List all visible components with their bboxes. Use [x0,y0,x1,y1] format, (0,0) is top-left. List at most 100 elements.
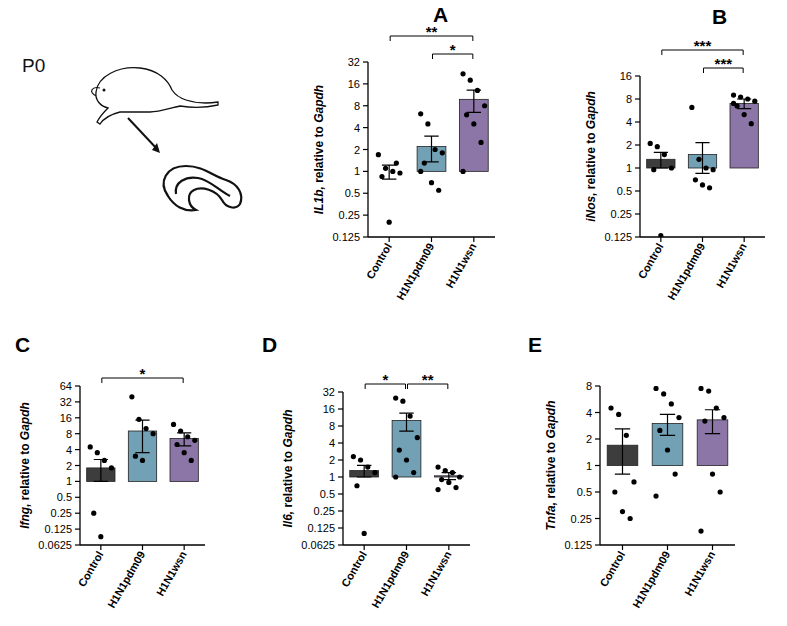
y-tick [635,167,640,168]
y-tick-label: 1 [66,475,72,487]
y-axis-title-word: IL1b, [312,183,326,214]
y-tick-label: 0.125 [604,231,632,243]
y-tick [595,465,600,466]
data-point [185,434,190,439]
figure: P0A0.1250.250.512481632IL1b, relative to… [0,0,787,626]
data-point [460,71,465,76]
data-point [372,470,377,475]
error-bar [695,143,709,174]
y-tick [338,527,343,528]
error-bar [177,433,191,446]
data-point [422,160,427,165]
data-point [471,121,476,126]
x-tick [744,237,745,242]
data-point [693,177,698,182]
data-point [435,464,440,469]
data-point [698,528,703,533]
x-tick-label: Control [364,241,394,281]
y-axis-title-word: relative [18,455,32,500]
error-bar [660,414,675,435]
y-axis-title-word: to [544,438,558,453]
error-bar [442,473,456,480]
error-bar [737,99,751,109]
data-point [689,105,694,110]
data-point [102,458,107,463]
data-point [628,516,633,521]
data-point [143,426,148,431]
y-tick [75,385,80,386]
x-tick-label: H1N1pdm09 [665,241,707,302]
y-tick-label: 32 [60,396,72,408]
y-tick-label: 16 [60,412,72,424]
data-point [91,511,96,516]
data-point [109,465,114,470]
y-tick-label: 1 [586,460,592,472]
y-tick-label: 16 [348,78,360,90]
y-tick [635,75,640,76]
error-bar [382,165,396,179]
data-point [397,170,402,175]
data-point [425,121,430,126]
panel: D0.06250.1250.250.512481632Il6, relative… [262,333,470,610]
y-tick-label: 2 [626,139,632,151]
y-axis-title-word: iNos, [584,189,598,222]
y-tick [75,401,80,402]
y-tick [75,449,80,450]
data-point [673,471,678,476]
data-point [669,165,674,170]
data-point [631,479,636,484]
y-axis-title-word: Gapdh [18,402,32,440]
data-point [669,401,674,406]
data-point [665,447,670,452]
data-point [657,428,662,433]
error-bar [357,465,371,477]
y-tick [363,193,368,194]
data-point [446,480,451,485]
y-tick [75,544,80,545]
data-point [702,418,707,423]
data-point [435,487,440,492]
y-tick-label: 0.5 [57,491,72,503]
y-tick [338,476,343,477]
y-tick-label: 16 [323,403,335,415]
significance-label: ** [426,23,438,40]
data-point [397,447,402,452]
data-point [354,483,359,488]
data-point [707,185,712,190]
x-tick-label: H1N1wsn [154,549,189,598]
data-point [151,431,156,436]
y-tick [595,491,600,492]
data-point [351,454,356,459]
y-axis [639,76,640,237]
y-tick [363,236,368,237]
y-tick-label: 0.25 [339,209,360,221]
y-tick [338,510,343,511]
y-tick-label: 0.0625 [38,539,72,551]
data-point [411,470,416,475]
panel-letter: C [15,333,30,356]
data-point [648,141,653,146]
x-tick [389,237,390,242]
data-point [390,169,395,174]
panel-letter: E [528,333,542,356]
y-tick-label: 0.0625 [301,539,335,551]
y-tick-label: 1 [626,162,632,174]
y-axis-title-word: Il6, [281,508,295,528]
data-point [464,112,469,117]
data-point [608,405,613,410]
data-point [140,458,145,463]
y-tick-label: 0.25 [51,507,72,519]
x-tick-label: H1N1wsn [418,549,453,598]
background [0,0,787,626]
y-tick [338,408,343,409]
y-tick-label: 0.5 [577,486,592,498]
y-axis-title-word: relative [584,144,598,189]
y-tick-label: 0.5 [320,488,335,500]
y-tick [635,236,640,237]
data-point [136,417,141,422]
y-tick [595,438,600,439]
y-tick-label: 1 [329,471,335,483]
data-point [661,391,666,396]
plot-marks [350,395,463,536]
y-tick-label: 32 [323,386,335,398]
